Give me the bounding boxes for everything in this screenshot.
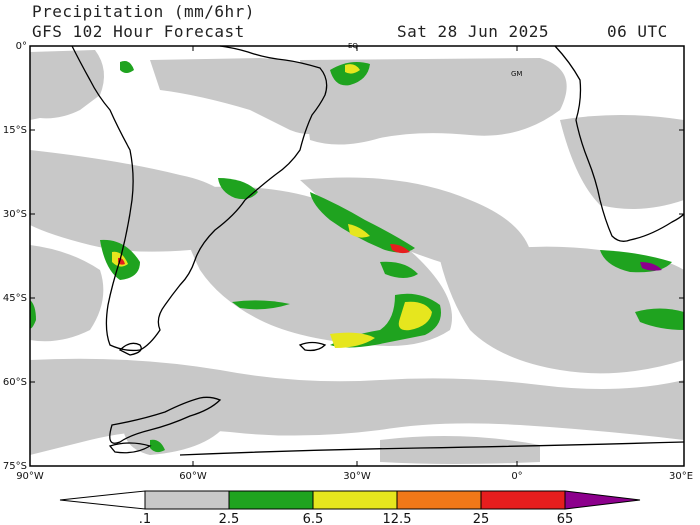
colorbar: .1 2.5 6.5 12.5 25 65 [59, 490, 641, 525]
colorbar-segment-4 [396, 490, 482, 510]
colorbar-segment-5 [480, 490, 566, 510]
precip-moderate-areas [30, 61, 684, 453]
axis-latitude: 0° 15°S 30°S 45°S 60°S 75°S [3, 41, 684, 472]
lon-label-30w: 30°W [343, 471, 371, 482]
axis-longitude: 90°W 60°W 30°W 0° 30°E [16, 46, 693, 482]
colorbar-tick-3: 12.5 [383, 512, 412, 525]
lon-label-30e: 30°E [669, 471, 693, 482]
lat-label-30s: 30°S [3, 209, 27, 220]
colorbar-tick-4: 25 [473, 512, 490, 525]
colorbar-tick-0: .1 [139, 512, 151, 525]
colorbar-tick-2: 6.5 [303, 512, 324, 525]
lon-label-90w: 90°W [16, 471, 44, 482]
colorbar-segment-2 [228, 490, 314, 510]
forecast-label: GFS 102 Hour Forecast [32, 22, 245, 41]
greenwich-label: GM [511, 70, 522, 78]
valid-time: 06 UTC [607, 22, 668, 41]
lat-label-75s: 75°S [3, 461, 27, 472]
lat-label-0: 0° [16, 41, 27, 52]
lat-label-15s: 15°S [3, 125, 27, 136]
colorbar-tick-5: 65 [557, 512, 574, 525]
colorbar-segment-3 [312, 490, 398, 510]
lat-label-45s: 45°S [3, 293, 27, 304]
lon-label-0: 0° [511, 471, 522, 482]
chart-title: Precipitation (mm/6hr) [32, 2, 255, 21]
colorbar-segment-0 [59, 490, 146, 510]
colorbar-segment-1 [144, 490, 230, 510]
map-frame [29, 45, 685, 467]
coastlines [71, 45, 685, 456]
lat-label-60s: 60°S [3, 377, 27, 388]
lon-label-60w: 60°W [179, 471, 207, 482]
colorbar-tick-1: 2.5 [219, 512, 240, 525]
valid-date: Sat 28 Jun 2025 [397, 22, 549, 41]
colorbar-segment-6 [564, 490, 641, 510]
